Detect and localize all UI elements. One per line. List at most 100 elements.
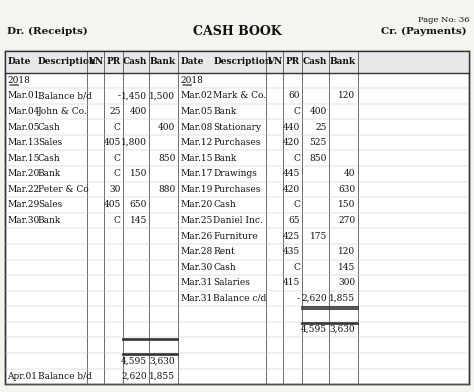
Text: 25: 25 bbox=[109, 107, 121, 116]
Text: -: - bbox=[118, 91, 121, 100]
Text: Drawings: Drawings bbox=[213, 169, 257, 178]
Text: Purchases: Purchases bbox=[213, 138, 261, 147]
Text: C: C bbox=[114, 123, 121, 132]
Text: Cash: Cash bbox=[123, 57, 147, 66]
Text: Sales: Sales bbox=[38, 138, 62, 147]
Bar bbox=[5, 51, 469, 384]
Text: C: C bbox=[114, 169, 121, 178]
Text: Bank: Bank bbox=[149, 57, 175, 66]
Text: 270: 270 bbox=[338, 216, 356, 225]
Text: 400: 400 bbox=[130, 107, 147, 116]
Text: 175: 175 bbox=[310, 232, 327, 241]
Text: Mar.20: Mar.20 bbox=[7, 169, 39, 178]
Text: 525: 525 bbox=[310, 138, 327, 147]
Text: Mar.19: Mar.19 bbox=[180, 185, 212, 194]
Text: 850: 850 bbox=[158, 154, 175, 163]
Text: Mar.26: Mar.26 bbox=[180, 232, 212, 241]
Text: 2,620: 2,620 bbox=[301, 294, 327, 303]
Text: 880: 880 bbox=[158, 185, 175, 194]
Text: Cash: Cash bbox=[213, 200, 236, 209]
Text: Description: Description bbox=[213, 57, 272, 66]
Text: 4,595: 4,595 bbox=[301, 325, 327, 334]
Text: 630: 630 bbox=[338, 185, 356, 194]
Text: Balance c/d: Balance c/d bbox=[213, 294, 266, 303]
Text: 30: 30 bbox=[109, 185, 121, 194]
Text: Mar.31: Mar.31 bbox=[180, 278, 212, 287]
Text: 150: 150 bbox=[129, 169, 147, 178]
Text: Mar.05: Mar.05 bbox=[180, 107, 213, 116]
Text: 405: 405 bbox=[103, 200, 121, 209]
Text: 4,595: 4,595 bbox=[121, 356, 147, 365]
Text: 1,500: 1,500 bbox=[149, 91, 175, 100]
Text: 3,630: 3,630 bbox=[150, 356, 175, 365]
Text: Rent: Rent bbox=[213, 247, 235, 256]
Text: 400: 400 bbox=[310, 107, 327, 116]
Text: Peter & Co: Peter & Co bbox=[38, 185, 89, 194]
Text: 425: 425 bbox=[283, 232, 300, 241]
Text: Description: Description bbox=[38, 57, 96, 66]
Text: 400: 400 bbox=[158, 123, 175, 132]
Text: 2,620: 2,620 bbox=[121, 372, 147, 381]
Text: Mar.15: Mar.15 bbox=[7, 154, 40, 163]
Text: 120: 120 bbox=[338, 91, 356, 100]
Text: John & Co.: John & Co. bbox=[38, 107, 88, 116]
Text: Mar.01: Mar.01 bbox=[7, 91, 39, 100]
Text: 1,855: 1,855 bbox=[329, 294, 356, 303]
Text: C: C bbox=[293, 107, 300, 116]
Text: 3,630: 3,630 bbox=[330, 325, 356, 334]
Text: 65: 65 bbox=[288, 216, 300, 225]
Text: 850: 850 bbox=[310, 154, 327, 163]
Text: Date: Date bbox=[180, 57, 203, 66]
Text: 145: 145 bbox=[338, 263, 356, 272]
Text: C: C bbox=[293, 263, 300, 272]
Text: Cash: Cash bbox=[38, 123, 61, 132]
Text: Mar.20: Mar.20 bbox=[180, 200, 212, 209]
Text: 420: 420 bbox=[283, 185, 300, 194]
Text: Apr.01: Apr.01 bbox=[7, 372, 37, 381]
Text: 25: 25 bbox=[316, 123, 327, 132]
Text: Mar.25: Mar.25 bbox=[180, 216, 212, 225]
Text: 150: 150 bbox=[338, 200, 356, 209]
Text: CASH BOOK: CASH BOOK bbox=[193, 25, 281, 38]
Text: Cash: Cash bbox=[213, 263, 236, 272]
Text: Date: Date bbox=[7, 57, 30, 66]
Text: 40: 40 bbox=[344, 169, 356, 178]
Text: Daniel Inc.: Daniel Inc. bbox=[213, 216, 263, 225]
Text: PR: PR bbox=[107, 57, 121, 66]
Text: Cash: Cash bbox=[38, 154, 61, 163]
Text: Mar.29: Mar.29 bbox=[7, 200, 39, 209]
Text: 145: 145 bbox=[129, 216, 147, 225]
Text: 440: 440 bbox=[283, 123, 300, 132]
Text: Furniture: Furniture bbox=[213, 232, 258, 241]
Text: Mar.12: Mar.12 bbox=[180, 138, 212, 147]
Text: VN: VN bbox=[88, 57, 103, 66]
Text: Mar.02: Mar.02 bbox=[180, 91, 212, 100]
Text: 420: 420 bbox=[283, 138, 300, 147]
Text: Cr. (Payments): Cr. (Payments) bbox=[381, 27, 467, 36]
Text: 405: 405 bbox=[103, 138, 121, 147]
Text: PR: PR bbox=[286, 57, 300, 66]
Text: Mar.05: Mar.05 bbox=[7, 123, 40, 132]
Text: Mark & Co.: Mark & Co. bbox=[213, 91, 266, 100]
Text: Bank: Bank bbox=[213, 107, 237, 116]
Text: Bank: Bank bbox=[38, 169, 61, 178]
Text: Sales: Sales bbox=[38, 200, 62, 209]
Text: 1,855: 1,855 bbox=[149, 372, 175, 381]
Text: Mar.31: Mar.31 bbox=[180, 294, 212, 303]
Text: Mar.30: Mar.30 bbox=[7, 216, 39, 225]
Text: Mar.15: Mar.15 bbox=[180, 154, 213, 163]
Text: Purchases: Purchases bbox=[213, 185, 261, 194]
Text: Bank: Bank bbox=[38, 216, 61, 225]
Text: Salaries: Salaries bbox=[213, 278, 250, 287]
Text: Mar.08: Mar.08 bbox=[180, 123, 212, 132]
Text: 435: 435 bbox=[283, 247, 300, 256]
Bar bbox=[5, 51, 469, 73]
Text: Dr. (Receipts): Dr. (Receipts) bbox=[7, 27, 88, 36]
Text: 60: 60 bbox=[289, 91, 300, 100]
Text: Mar.30: Mar.30 bbox=[180, 263, 212, 272]
Text: 445: 445 bbox=[283, 169, 300, 178]
Text: Bank: Bank bbox=[329, 57, 356, 66]
Text: 120: 120 bbox=[338, 247, 356, 256]
Text: 1,800: 1,800 bbox=[121, 138, 147, 147]
Text: -: - bbox=[297, 294, 300, 303]
